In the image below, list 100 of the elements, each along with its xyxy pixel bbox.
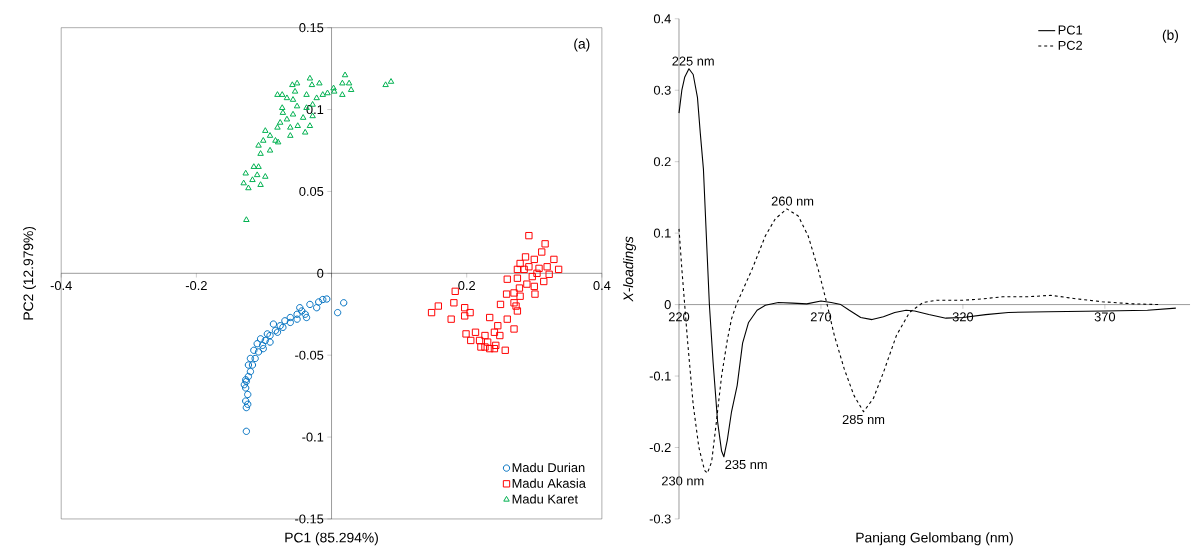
point [253, 339, 261, 348]
point [341, 71, 349, 78]
point [340, 298, 348, 307]
point [447, 315, 455, 323]
point [330, 84, 337, 91]
point [490, 344, 499, 353]
point [266, 131, 274, 138]
point [484, 338, 492, 346]
point [286, 313, 294, 321]
y-tick-label: 0.2 [653, 156, 671, 166]
legend-label: PC2 [1058, 40, 1083, 50]
point [283, 115, 291, 122]
point [289, 110, 297, 117]
point [276, 321, 284, 330]
annotation: 235 nm [725, 459, 767, 469]
point [434, 302, 442, 310]
point [324, 89, 331, 96]
point [533, 269, 541, 277]
point [293, 102, 301, 109]
point [475, 336, 484, 344]
point [274, 123, 281, 130]
point [510, 298, 518, 307]
point [496, 300, 505, 308]
point [502, 290, 511, 298]
point [258, 341, 267, 349]
y-tick-label: 0.3 [653, 85, 671, 95]
point [283, 94, 291, 100]
y-tick-label: 0.1 [653, 228, 671, 238]
point [492, 341, 500, 349]
point [528, 272, 536, 281]
x-axis-title: PC1 (85.294%) [285, 532, 378, 545]
point [486, 344, 494, 353]
point [263, 330, 271, 338]
point [477, 343, 485, 351]
point [541, 239, 549, 248]
point [503, 275, 511, 283]
x-tick-label: 270 [810, 312, 832, 322]
point [554, 265, 563, 273]
point [289, 95, 297, 102]
annotation: (a) [574, 38, 590, 52]
point [306, 300, 314, 308]
point [306, 122, 314, 128]
point [261, 336, 269, 344]
point [250, 162, 258, 169]
point [262, 172, 269, 179]
y-tick-label: -0.2 [649, 442, 671, 452]
point [550, 255, 558, 263]
point [266, 146, 274, 153]
x-axis-title: Panjang Gelombang (nm) [856, 532, 1013, 545]
point [253, 171, 261, 177]
point [269, 320, 278, 328]
annotation: 260 nm [771, 196, 814, 206]
point [339, 79, 346, 86]
point [255, 162, 262, 169]
point [293, 310, 301, 318]
annotation: 230 nm [662, 476, 704, 486]
point [248, 361, 257, 369]
point [510, 325, 518, 333]
point [510, 289, 518, 297]
point [257, 180, 264, 187]
point [244, 390, 252, 398]
point [543, 262, 551, 271]
point [293, 315, 301, 323]
point [501, 346, 509, 354]
point [494, 321, 502, 330]
point [276, 118, 284, 125]
point [319, 295, 327, 303]
point [471, 328, 480, 336]
point [244, 372, 253, 380]
y-tick-label: -0.1 [649, 371, 671, 381]
point [242, 169, 249, 176]
point [259, 344, 267, 353]
point [245, 184, 252, 190]
point [323, 295, 331, 303]
point [516, 259, 524, 267]
point [347, 86, 355, 92]
point [461, 303, 469, 312]
point [287, 123, 294, 130]
point [513, 307, 522, 315]
point [315, 298, 323, 306]
y-axis-title: PC2 (12.979%) [23, 226, 36, 320]
point [278, 90, 286, 97]
point [242, 403, 251, 412]
legend-label: Madu Karet [512, 493, 578, 504]
point [250, 346, 258, 354]
legend-label: PC1 [1058, 25, 1083, 35]
x-tick-label: 220 [668, 312, 690, 322]
point [279, 323, 287, 331]
point [451, 287, 459, 295]
point [486, 313, 494, 321]
point [530, 282, 538, 290]
point [306, 74, 314, 81]
point [516, 292, 524, 300]
point [262, 126, 269, 133]
x-tick-label: 0.4 [593, 280, 611, 290]
point [540, 277, 548, 285]
legend-label: Madu Akasia [512, 478, 586, 488]
point [291, 87, 299, 94]
annotation: (b) [1162, 29, 1179, 43]
annotation: 285 nm [842, 414, 885, 424]
